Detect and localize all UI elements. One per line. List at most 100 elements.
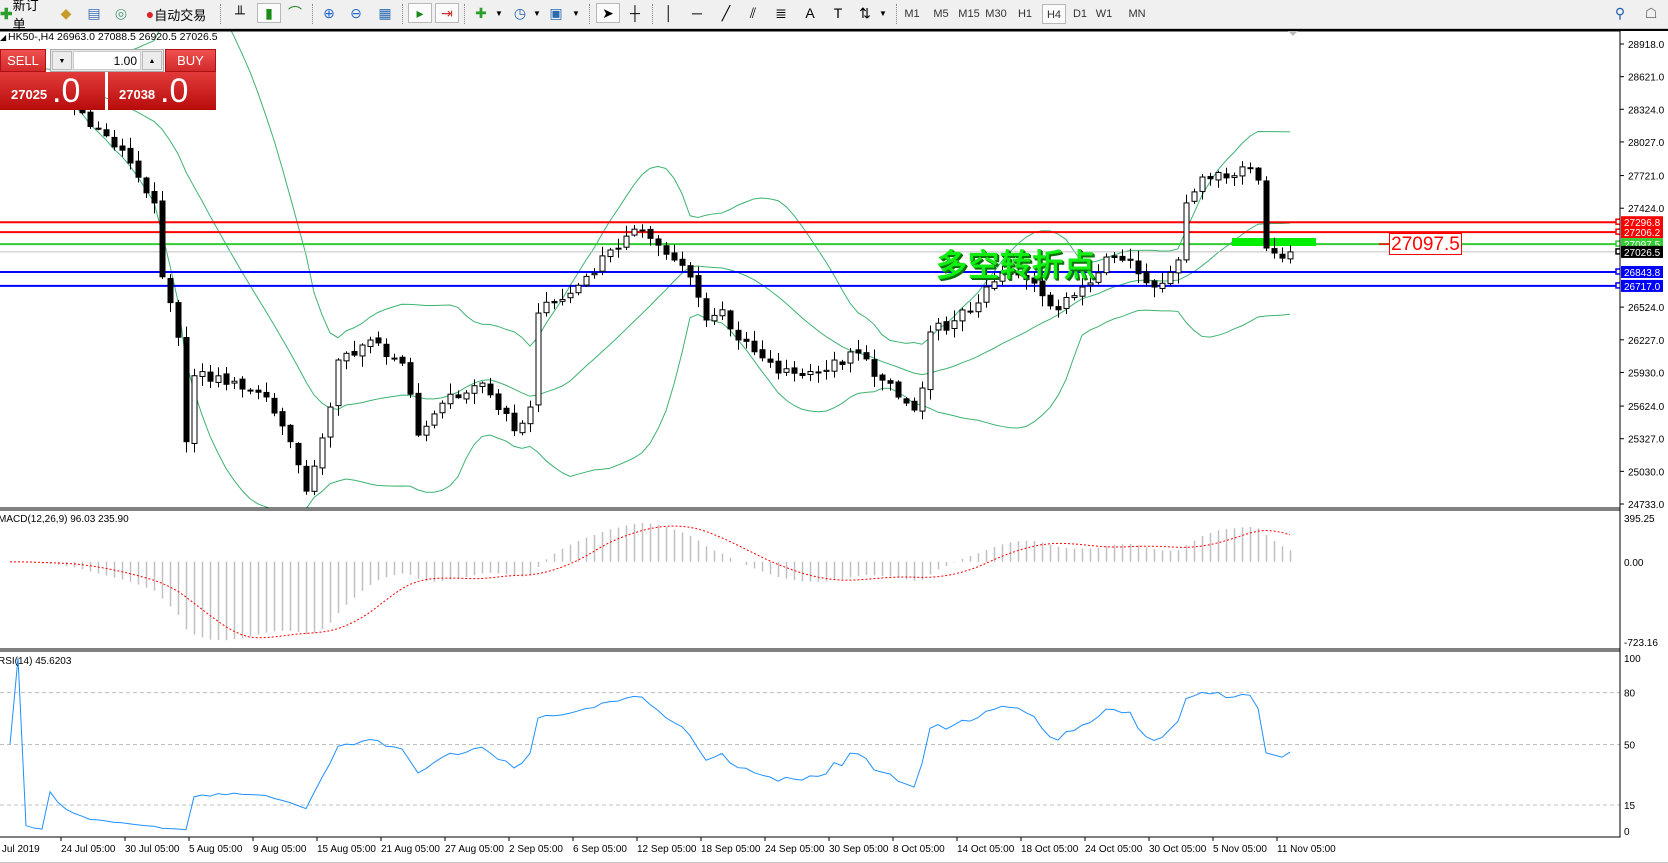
text-icon[interactable]: A [805,5,815,21]
cursor-icon[interactable]: ➤ [596,3,620,23]
candle-bearish [271,397,278,414]
indicators-icon[interactable]: ✚ [475,4,487,21]
bollinger-upper [9,31,1291,347]
timeframe-h4[interactable]: H4 [1042,4,1066,24]
chart-shift-icon[interactable]: ⇥ [435,3,459,23]
candle-bearish [1135,260,1142,275]
candle-bearish [1111,255,1118,259]
candle-bearish [1055,306,1062,311]
rsi-tick-label: 80 [1624,689,1636,700]
periods-icon[interactable]: ◷ [513,4,527,21]
text-label-icon[interactable]: T [833,5,843,21]
tile-windows-icon[interactable]: ▦ [378,4,392,21]
candle-bearish [407,362,414,395]
candle-bullish [367,339,374,348]
line-chart-icon[interactable]: ⌒ [288,5,302,21]
separator [896,4,899,24]
candle-bearish [127,147,134,164]
timeframe-mn[interactable]: MN [1128,8,1146,20]
level-handle [1615,268,1620,275]
vertical-line-icon[interactable]: │ [664,5,674,21]
chart-frame [0,29,1668,31]
auto-trading-button[interactable]: ● 自动交易 [140,3,212,25]
price-tick-label: 25624.0 [1628,402,1665,413]
candle-bearish [1023,275,1030,280]
market-watch-icon[interactable]: ▤ [87,4,101,21]
time-tick-label: 30 Sep 05:00 [829,844,889,855]
timeframe-h1[interactable]: H1 [1017,8,1033,20]
candle-bullish [591,272,598,276]
arrows-dropdown-icon[interactable]: ▼ [879,9,887,18]
search-icon[interactable]: ⚲ [1614,4,1626,21]
candle-bullish [1159,282,1166,289]
timeframe-w1[interactable]: W1 [1095,8,1113,20]
candle-bearish [183,337,190,443]
time-tick-label: 6 Sep 05:00 [573,844,627,855]
candle-bullish [319,437,326,469]
expert-icon[interactable]: ◆ [60,4,72,21]
fibonacci-icon[interactable]: ≣ [775,4,787,21]
macd-chart [9,523,1292,641]
sell-button[interactable]: SELL [0,49,46,72]
candle-bearish [175,302,182,338]
candle-bullish [983,286,990,303]
rsi-tick-label: 0 [1624,827,1630,838]
candle-bearish [399,356,406,364]
bar-chart-icon[interactable]: ╨ [235,5,245,21]
price-level-badge [1621,245,1663,258]
timeframe-m1[interactable]: M1 [904,8,920,20]
candle-bullish [935,322,942,331]
lot-input[interactable] [73,51,141,70]
auto-trading-label: 自动交易 [154,7,207,23]
auto-scroll-icon[interactable]: ▸ [408,3,432,23]
periods-dropdown-icon[interactable]: ▼ [533,9,541,18]
candle-bullish [927,331,934,391]
community-icon[interactable]: ☖ [1644,4,1658,21]
turning-point-annotation: 多空转折点 [936,248,1096,284]
rsi-tick-label: 50 [1624,741,1636,752]
buy-price-button[interactable]: 27038 .0 [108,72,216,110]
zoom-in-icon[interactable]: ⊕ [323,4,335,21]
bollinger-lower [9,72,1291,508]
horizontal-line-icon[interactable]: ─ [692,5,702,21]
candle-bearish [735,329,742,341]
candle-bullish [623,235,630,248]
templates-icon[interactable]: ▣ [549,4,563,21]
time-tick-label: 18 Oct 05:00 [1021,844,1079,855]
time-tick-label: 24 Jul 05:00 [61,844,116,855]
candle-bearish [679,258,686,266]
candle-bearish [375,337,382,344]
buy-button[interactable]: BUY [165,49,216,72]
new-order-icon: ✚ [0,6,13,23]
candle-bearish [159,200,166,278]
candle-bearish [287,424,294,443]
candlestick-icon[interactable]: ▮ [257,3,281,23]
indicators-dropdown-icon[interactable]: ▼ [495,9,503,18]
crosshair-icon[interactable]: ┼ [630,5,640,21]
macd-tick-label: -723.16 [1624,638,1658,649]
timeframe-m30[interactable]: M30 [985,8,1007,20]
templates-dropdown-icon[interactable]: ▼ [572,9,580,18]
candle-bullish [479,382,486,387]
signals-icon[interactable]: ◎ [114,4,128,21]
equidistant-channel-icon[interactable]: ⫽ [749,4,757,21]
panel-border [0,30,1621,509]
sell-price-button[interactable]: 27025 .0 [0,72,105,110]
rsi-line [9,657,1291,831]
arrows-icon[interactable]: ⇅ [859,4,871,21]
timeframe-m15[interactable]: M15 [958,8,980,20]
lot-decrease-button[interactable]: ▼ [52,51,72,70]
new-order-button[interactable]: ✚ 新订单 [0,0,50,32]
timeframe-m5[interactable]: M5 [933,8,949,20]
zoom-out-icon[interactable]: ⊖ [350,4,362,21]
price-tick-label: 28027.0 [1628,138,1665,149]
time-tick-label: 9 Aug 05:00 [253,844,307,855]
candle-bearish [223,373,230,385]
chart-menu-icon[interactable]: ◢ [0,33,7,42]
lot-increase-button[interactable]: ▲ [142,51,162,70]
timeframe-d1[interactable]: D1 [1072,8,1088,20]
trend-line-icon[interactable]: ╱ [721,4,731,21]
candle-bullish [807,370,814,376]
candle-bullish [439,402,446,414]
